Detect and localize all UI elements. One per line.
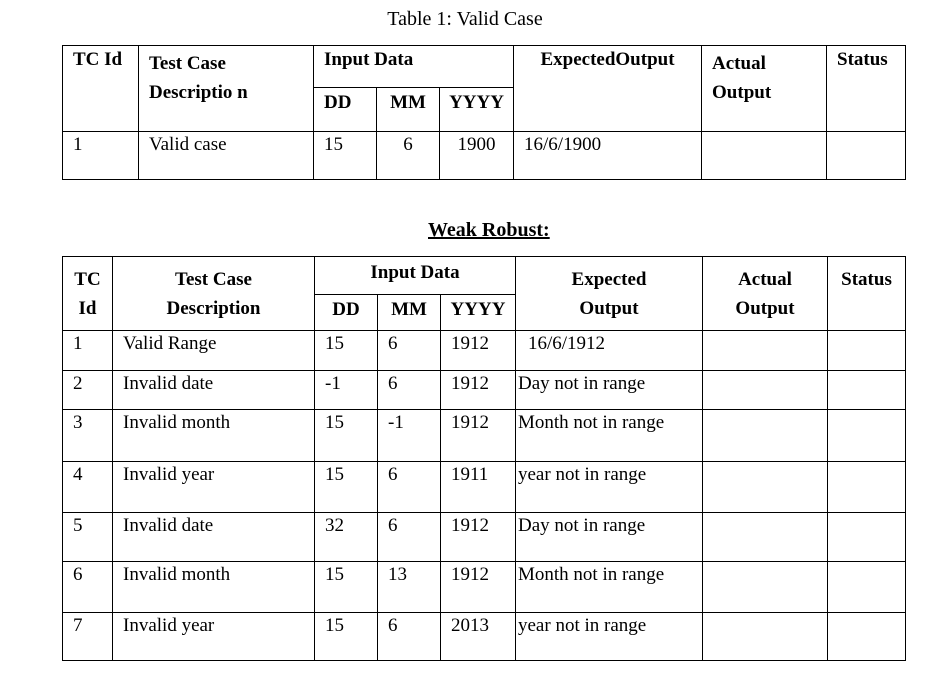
cell-mm: 6 — [377, 461, 441, 513]
cell-tc-id: 6 — [62, 561, 113, 613]
cell-mm: 6 — [377, 612, 441, 661]
header-description: Test Case Description — [112, 256, 315, 331]
cell-dd: 15 — [313, 131, 377, 180]
cell-tc-id: 1 — [62, 330, 113, 371]
cell-status — [827, 330, 906, 371]
cell-expected: 16/6/1900 — [513, 131, 703, 180]
table-row: 1 Valid Range 15 6 1912 16/6/1912 — [62, 330, 906, 371]
header-dd: DD — [313, 87, 377, 132]
cell-tc-id: 1 — [62, 131, 139, 180]
valid-case-table: TC Id Test Case Descriptio n Input Data … — [62, 45, 907, 180]
cell-yyyy: 1911 — [440, 461, 516, 513]
cell-actual — [702, 561, 828, 613]
table-row: 4 Invalid year 15 6 1911 year not in range — [62, 461, 906, 513]
cell-mm: 6 — [376, 131, 440, 180]
table-row: 7 Invalid year 15 6 2013 year not in range — [62, 612, 906, 661]
cell-yyyy: 1912 — [440, 409, 516, 462]
cell-actual — [702, 612, 828, 661]
table1-caption: Table 1: Valid Case — [387, 8, 543, 30]
table-row: 3 Invalid month 15 -1 1912 Month not in range — [62, 409, 906, 462]
cell-dd: 15 — [314, 330, 378, 371]
cell-expected: Month not in range — [515, 409, 703, 462]
table-row: 1 Valid case 15 6 1900 16/6/1900 — [62, 131, 907, 180]
cell-expected: year not in range — [515, 461, 703, 513]
cell-actual — [702, 512, 828, 562]
cell-dd: 15 — [314, 461, 378, 513]
cell-dd: 15 — [314, 409, 378, 462]
cell-yyyy: 1912 — [440, 561, 516, 613]
cell-expected: year not in range — [515, 612, 703, 661]
header-tc-id: TC Id — [62, 45, 139, 132]
header-expected-output: ExpectedOutput — [513, 45, 703, 132]
cell-description: Valid case — [138, 131, 314, 180]
cell-tc-id: 2 — [62, 370, 113, 410]
header-yyyy: YYYY — [438, 87, 515, 132]
cell-expected: Month not in range — [515, 561, 703, 613]
cell-description: Invalid year — [112, 461, 315, 513]
weak-robust-heading: Weak Robust: — [428, 219, 550, 241]
cell-mm: 6 — [377, 370, 441, 410]
header-tc-id: TC Id — [62, 256, 113, 331]
header-status: Status — [826, 45, 907, 132]
cell-tc-id: 4 — [62, 461, 113, 513]
cell-tc-id: 3 — [62, 409, 113, 462]
header-mm: MM — [376, 87, 440, 132]
cell-mm: -1 — [377, 409, 441, 462]
cell-yyyy: 1912 — [440, 330, 516, 371]
header-status: Status — [827, 256, 906, 331]
cell-actual — [702, 370, 828, 410]
cell-actual — [702, 409, 828, 462]
cell-status — [827, 409, 906, 462]
cell-tc-id: 5 — [62, 512, 113, 562]
header-actual-output: Actual Output — [702, 256, 828, 331]
cell-status — [827, 612, 906, 661]
cell-status — [827, 461, 906, 513]
cell-actual — [702, 330, 828, 371]
cell-mm: 6 — [377, 330, 441, 371]
header-input-data: Input Data — [314, 256, 516, 295]
cell-expected: Day not in range — [515, 512, 703, 562]
cell-dd: 32 — [314, 512, 378, 562]
cell-actual — [702, 461, 828, 513]
header-description: Test Case Descriptio n — [138, 45, 314, 132]
header-expected-output: Expected Output — [515, 256, 703, 331]
header-mm: MM — [377, 294, 441, 331]
cell-expected: Day not in range — [515, 370, 703, 410]
cell-mm: 13 — [377, 561, 441, 613]
cell-description: Invalid year — [112, 612, 315, 661]
cell-status — [827, 561, 906, 613]
cell-yyyy: 1912 — [440, 370, 516, 410]
cell-yyyy: 1912 — [440, 512, 516, 562]
table-row: 2 Invalid date -1 6 1912 Day not in range — [62, 370, 906, 410]
cell-description: Invalid month — [112, 409, 315, 462]
header-input-data: Input Data — [312, 45, 515, 88]
cell-status — [827, 512, 906, 562]
cell-expected: 16/6/1912 — [515, 330, 703, 371]
table-row: 5 Invalid date 32 6 1912 Day not in range — [62, 512, 906, 562]
header-yyyy: YYYY — [440, 294, 516, 331]
cell-description: Invalid date — [112, 370, 315, 410]
table-row: 6 Invalid month 15 13 1912 Month not in range — [62, 561, 906, 613]
cell-dd: 15 — [314, 612, 378, 661]
cell-mm: 6 — [377, 512, 441, 562]
cell-dd: -1 — [314, 370, 378, 410]
cell-yyyy: 1900 — [438, 131, 515, 180]
cell-yyyy: 2013 — [440, 612, 516, 661]
cell-description: Invalid date — [112, 512, 315, 562]
cell-actual — [701, 131, 828, 180]
cell-status — [826, 131, 907, 180]
cell-dd: 15 — [314, 561, 378, 613]
header-actual-output: Actual Output — [701, 45, 828, 132]
cell-description: Invalid month — [112, 561, 315, 613]
cell-description: Valid Range — [112, 330, 315, 371]
weak-robust-table: TC Id Test Case Description Input Data E… — [62, 256, 906, 661]
cell-status — [827, 370, 906, 410]
header-dd: DD — [314, 294, 378, 331]
cell-tc-id: 7 — [62, 612, 113, 661]
